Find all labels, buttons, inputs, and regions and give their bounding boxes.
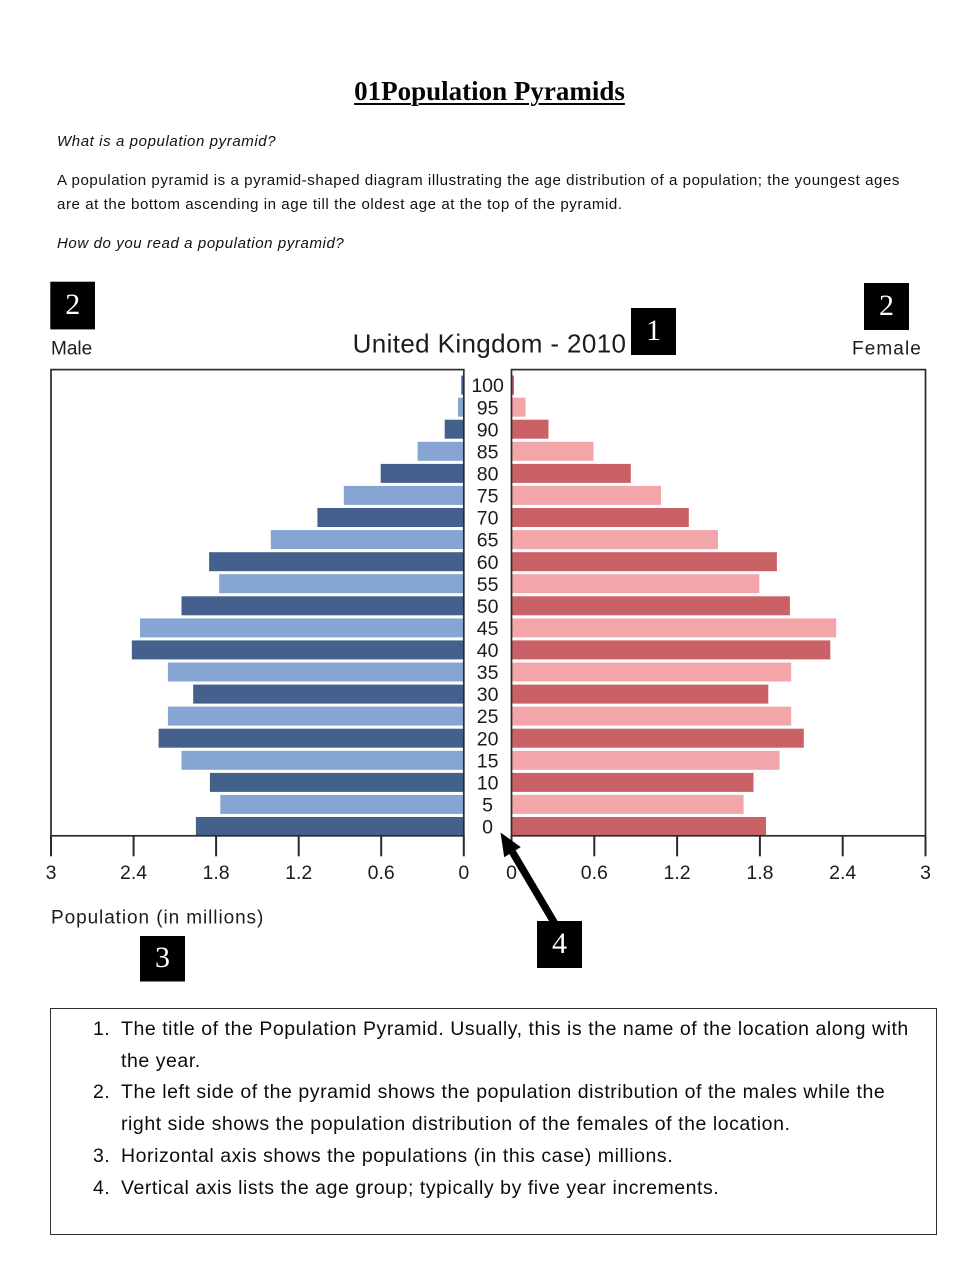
svg-text:40: 40 xyxy=(477,640,499,662)
svg-text:85: 85 xyxy=(477,441,499,463)
svg-text:70: 70 xyxy=(477,508,499,530)
svg-text:65: 65 xyxy=(477,530,499,552)
svg-text:20: 20 xyxy=(477,728,499,750)
svg-text:45: 45 xyxy=(477,618,499,640)
svg-text:Population (in millions): Population (in millions) xyxy=(51,908,264,929)
svg-text:0: 0 xyxy=(458,862,469,884)
svg-text:95: 95 xyxy=(477,397,499,419)
svg-text:1.2: 1.2 xyxy=(664,862,691,884)
svg-text:60: 60 xyxy=(477,552,499,574)
svg-text:3: 3 xyxy=(155,941,170,974)
svg-text:0.6: 0.6 xyxy=(368,862,395,884)
svg-text:10: 10 xyxy=(477,773,499,795)
svg-text:30: 30 xyxy=(477,684,499,706)
svg-text:90: 90 xyxy=(477,419,499,441)
svg-text:Female: Female xyxy=(852,339,922,360)
svg-text:1.2: 1.2 xyxy=(285,862,312,884)
svg-text:4: 4 xyxy=(552,927,567,960)
svg-text:2.4: 2.4 xyxy=(120,862,147,884)
svg-text:1: 1 xyxy=(646,314,661,347)
svg-text:55: 55 xyxy=(477,574,499,596)
svg-text:1.8: 1.8 xyxy=(203,862,230,884)
svg-text:3: 3 xyxy=(920,862,931,884)
svg-text:1.8: 1.8 xyxy=(746,862,773,884)
svg-text:0: 0 xyxy=(482,817,493,839)
svg-text:2.4: 2.4 xyxy=(829,862,856,884)
svg-text:50: 50 xyxy=(477,596,499,618)
svg-text:3: 3 xyxy=(46,862,57,884)
svg-text:5: 5 xyxy=(482,795,493,817)
svg-text:35: 35 xyxy=(477,662,499,684)
svg-text:15: 15 xyxy=(477,750,499,772)
svg-text:Male: Male xyxy=(51,339,92,360)
svg-text:0: 0 xyxy=(506,862,517,884)
svg-text:75: 75 xyxy=(477,486,499,508)
svg-text:United Kingdom - 2010: United Kingdom - 2010 xyxy=(353,328,627,358)
svg-text:0.6: 0.6 xyxy=(581,862,608,884)
svg-text:2: 2 xyxy=(879,289,894,322)
svg-text:100: 100 xyxy=(471,375,504,397)
svg-text:2: 2 xyxy=(65,288,80,321)
svg-text:80: 80 xyxy=(477,464,499,486)
svg-text:25: 25 xyxy=(477,706,499,728)
